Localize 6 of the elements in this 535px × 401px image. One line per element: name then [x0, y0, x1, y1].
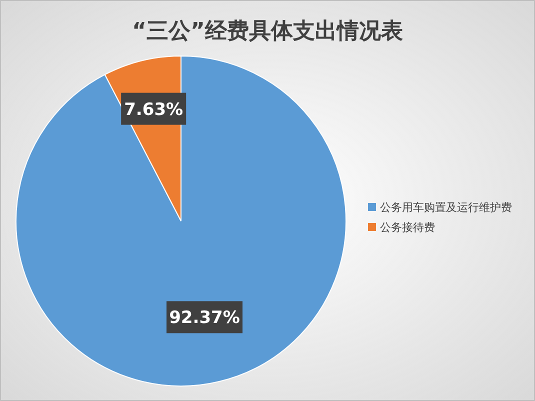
data-label: 7.63%	[124, 100, 184, 120]
chart-title: “三公”经费具体支出情况表	[132, 19, 403, 44]
legend-label: 公务接待费	[380, 221, 435, 234]
data-label: 92.37%	[169, 308, 240, 328]
slice-label: 公务用车购置及运行维护费	[380, 201, 512, 214]
pie-slice	[16, 56, 346, 386]
